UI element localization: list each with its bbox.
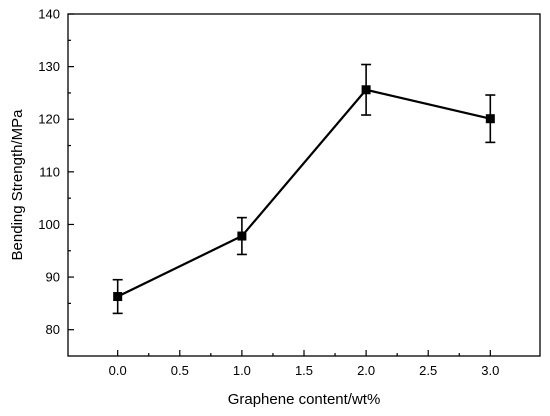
data-point: [485, 114, 495, 124]
y-tick-label: 90: [46, 270, 60, 285]
y-tick-label: 110: [39, 164, 60, 179]
data-point: [113, 292, 123, 302]
y-tick-label: 80: [46, 322, 60, 337]
y-tick-label: 130: [38, 59, 60, 74]
y-axis: 80 90 100 110 120 130 140: [38, 7, 74, 337]
x-tick-label: 1.5: [295, 363, 313, 378]
y-tick-label: 100: [38, 217, 60, 232]
x-axis: 0.0 0.5 1.0 1.5 2.0 2.5 3.0: [109, 350, 499, 378]
data-point: [361, 85, 371, 95]
y-axis-title: Bending Strength/MPa: [9, 109, 26, 261]
x-tick-label: 3.0: [481, 363, 499, 378]
x-tick-label: 1.0: [233, 363, 251, 378]
y-tick-label: 140: [38, 7, 60, 22]
x-tick-label: 0.0: [109, 363, 127, 378]
series-line: [117, 88, 491, 298]
plot-frame: [67, 13, 541, 357]
x-tick-label: 2.0: [357, 363, 375, 378]
x-tick-label: 2.5: [419, 363, 437, 378]
data-point: [237, 231, 247, 241]
y-tick-label: 120: [38, 112, 60, 127]
x-axis-title: Graphene content/wt%: [228, 391, 381, 408]
x-tick-label: 0.5: [171, 363, 189, 378]
series-layer: [112, 63, 496, 315]
